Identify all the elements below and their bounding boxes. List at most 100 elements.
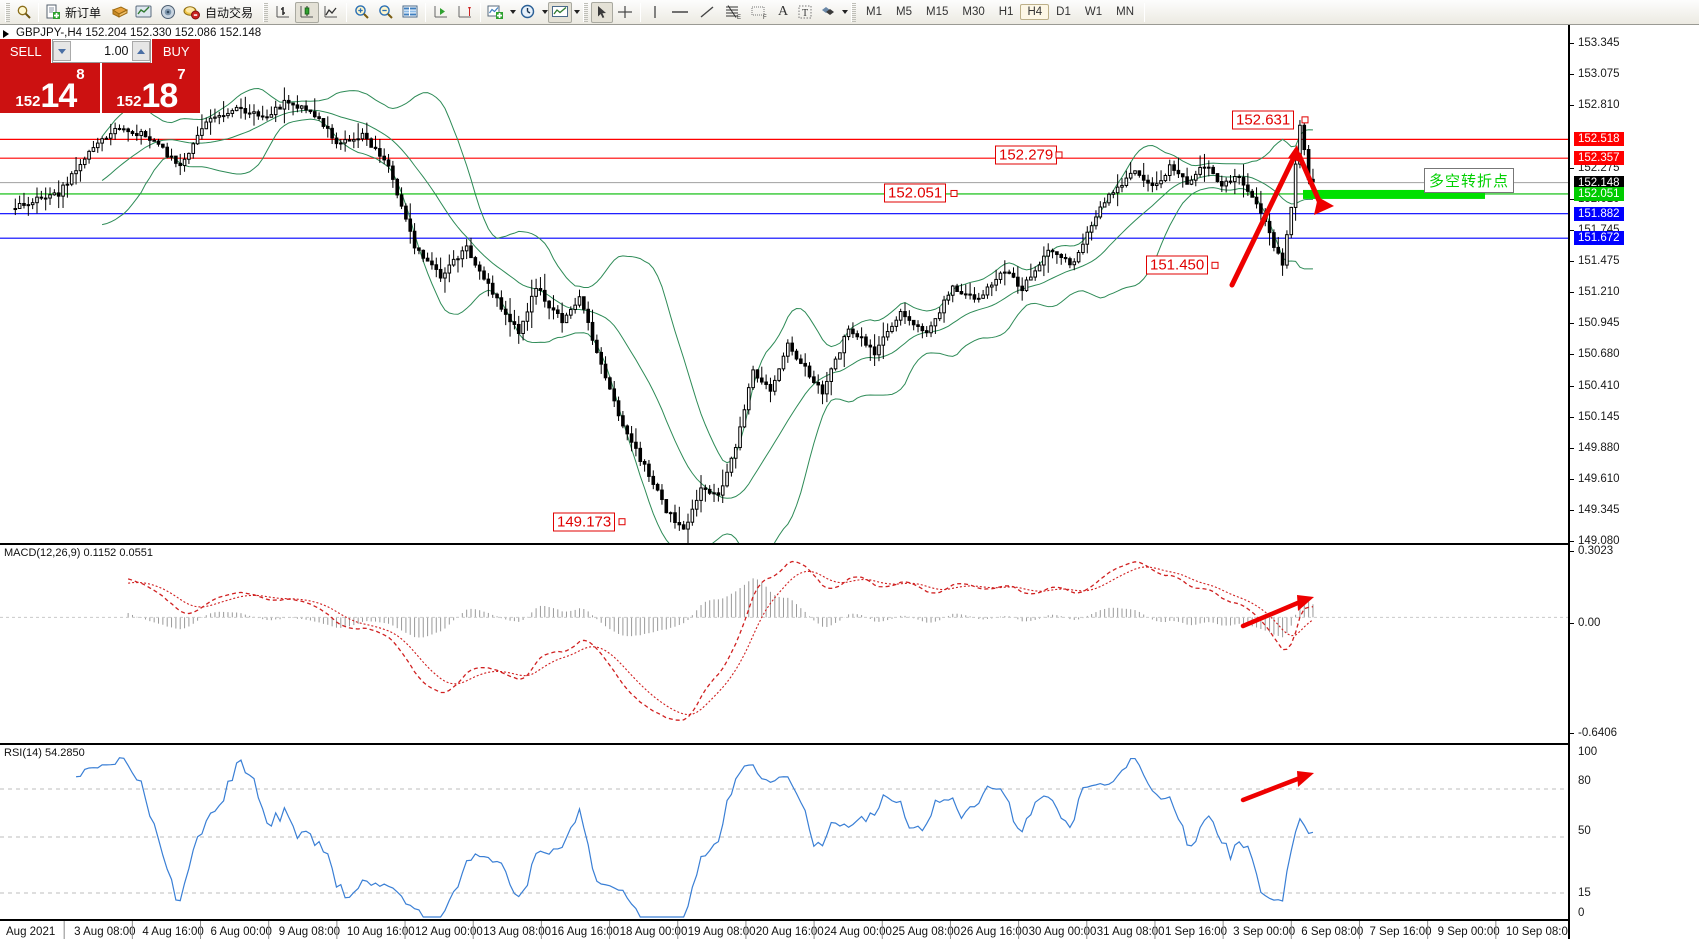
svg-text:T: T <box>802 8 808 19</box>
price-tick <box>1570 105 1574 107</box>
toolbar-separator-4 <box>480 2 482 22</box>
indicators-icon[interactable] <box>484 2 508 23</box>
period-dropdown-caret[interactable] <box>542 10 549 14</box>
cursor-icon[interactable] <box>591 1 614 23</box>
macd-chart-canvas <box>0 560 1568 721</box>
time-axis-label: 6 Aug 00:00 <box>211 926 272 938</box>
price-tick-label: 149.610 <box>1578 473 1620 486</box>
terminal-icon[interactable] <box>132 2 156 23</box>
chart-expand-icon[interactable] <box>3 30 9 38</box>
macd-tick-label: 0.00 <box>1578 617 1601 629</box>
price-tick <box>1570 42 1574 44</box>
price-panel[interactable]: GBPJPY-,H4 152.204 152.330 152.086 152.1… <box>0 25 1699 570</box>
volume-value[interactable]: 1.00 <box>104 44 129 58</box>
one-click-trading-panel[interactable]: SELL 1.00 BUY 152 14 8 152 18 7 <box>0 39 200 113</box>
chart-area[interactable]: GBPJPY-,H4 152.204 152.330 152.086 152.1… <box>0 25 1699 939</box>
price-level-badge[interactable]: 152.357 <box>1574 151 1624 166</box>
timeframe-m1[interactable]: M1 <box>866 6 883 18</box>
macd-panel[interactable]: MACD(12,26,9) 0.1152 0.0551 <box>0 543 1699 743</box>
main-toolbar: 新订单 自动交易 <box>0 0 1699 25</box>
rsi-panel[interactable]: RSI(14) 54.2850 <box>0 743 1699 919</box>
toolbar-grip-2[interactable] <box>263 2 269 22</box>
buy-button[interactable]: BUY <box>152 39 200 63</box>
candlestick-chart-icon[interactable] <box>295 1 320 23</box>
price-level-badge[interactable]: 152.148 <box>1574 175 1624 190</box>
volume-increase-button[interactable] <box>132 41 151 61</box>
indicators-dropdown-caret[interactable] <box>510 10 517 14</box>
timeframe-h4[interactable]: H4 <box>1020 4 1050 20</box>
new-order-button[interactable]: 新订单 <box>42 2 108 23</box>
price-level-badge[interactable]: 151.882 <box>1574 206 1624 221</box>
time-axis-label: 16 Aug 16:00 <box>551 926 619 938</box>
rsi-tick-label: 80 <box>1578 775 1591 787</box>
price-level-badge[interactable]: 151.672 <box>1574 231 1624 246</box>
zoom-in-icon[interactable] <box>350 2 374 23</box>
shapes-dropdown-caret[interactable] <box>842 10 849 14</box>
horizontal-line-icon[interactable] <box>666 2 694 23</box>
rsi-tick-label: 0 <box>1578 907 1585 919</box>
bid-price-display[interactable]: 152 14 8 <box>0 63 100 113</box>
fibonacci-icon[interactable]: E <box>720 2 746 23</box>
line-chart-icon[interactable] <box>319 2 343 23</box>
volume-decrease-button[interactable] <box>53 41 72 61</box>
zoom-out-icon[interactable] <box>374 2 398 23</box>
sell-button[interactable]: SELL <box>0 39 52 63</box>
macd-tick <box>1570 623 1574 624</box>
time-axis-label: 10 Sep 08:00 <box>1506 926 1574 938</box>
timeframe-m15[interactable]: M15 <box>926 6 949 18</box>
toolbar-grip[interactable] <box>5 2 10 22</box>
profile-icon[interactable] <box>108 2 132 23</box>
data-window-icon[interactable] <box>398 2 422 23</box>
text-icon[interactable]: A <box>777 4 789 19</box>
price-tick-label: 153.345 <box>1578 36 1620 49</box>
autotrading-button[interactable]: 自动交易 <box>180 2 260 23</box>
timeframe-mn[interactable]: MN <box>1116 6 1134 18</box>
bid-price-fraction: 8 <box>76 66 85 83</box>
toolbar-grip-3[interactable] <box>583 2 589 22</box>
macd-tick-label: -0.6406 <box>1578 727 1618 739</box>
chart-shift-icon[interactable] <box>453 2 477 23</box>
volume-stepper[interactable]: 1.00 <box>52 39 152 63</box>
price-tick-label: 150.680 <box>1578 348 1620 361</box>
trend-line-icon[interactable] <box>694 2 720 23</box>
ask-price-main: 18 <box>141 76 178 115</box>
timeframe-m30[interactable]: M30 <box>962 6 985 18</box>
price-level-badge[interactable]: 152.051 <box>1574 186 1624 201</box>
price-tick-label: 153.075 <box>1578 68 1620 81</box>
price-tick <box>1570 447 1574 449</box>
time-axis-label: 26 Aug 16:00 <box>960 926 1028 938</box>
channel-icon[interactable]: F <box>746 2 772 23</box>
auto-scroll-icon[interactable] <box>429 2 453 23</box>
shapes-icon[interactable] <box>816 2 840 23</box>
time-axis-label: 18 Aug 00:00 <box>620 926 688 938</box>
label-icon[interactable]: T <box>794 2 816 23</box>
crosshair-icon[interactable] <box>613 2 637 23</box>
time-axis: Aug 2021 3 Aug 08:00 4 Aug 16:00 6 Aug 00:0… <box>0 919 1699 939</box>
timeframe-m5[interactable]: M5 <box>896 6 912 18</box>
svg-text:F: F <box>763 15 767 20</box>
price-tick <box>1570 323 1574 325</box>
timeframe-w1[interactable]: W1 <box>1084 6 1103 18</box>
chart-symbol-title: GBPJPY-,H4 152.204 152.330 152.086 152.1… <box>16 27 262 39</box>
timeframe-h1[interactable]: H1 <box>998 6 1014 18</box>
ask-price-display[interactable]: 152 18 7 <box>100 63 200 113</box>
rsi-tick-label: 50 <box>1578 825 1591 837</box>
toolbar-grip-4[interactable] <box>851 2 857 22</box>
templates-icon[interactable] <box>548 1 573 23</box>
period-clock-icon[interactable] <box>516 2 540 23</box>
time-axis-label: 7 Sep 16:00 <box>1369 926 1431 938</box>
magnifier-icon[interactable] <box>13 2 35 23</box>
timeframe-d1[interactable]: D1 <box>1056 6 1071 18</box>
autotrading-label: 自动交易 <box>205 5 254 20</box>
vertical-line-icon[interactable] <box>644 2 666 23</box>
macd-tick <box>1570 733 1574 734</box>
price-axis[interactable]: 153.345153.075152.810152.275152.010151.7… <box>1568 25 1699 939</box>
price-level-badge[interactable]: 152.518 <box>1574 132 1624 147</box>
signal-icon[interactable] <box>156 2 180 23</box>
bar-chart-icon[interactable] <box>271 2 295 23</box>
templates-dropdown-caret[interactable] <box>574 10 581 14</box>
bid-price-main: 14 <box>40 76 77 115</box>
macd-tick-label: 0.3023 <box>1578 545 1614 557</box>
price-tick <box>1570 292 1574 294</box>
price-tick-label: 149.880 <box>1578 441 1620 454</box>
